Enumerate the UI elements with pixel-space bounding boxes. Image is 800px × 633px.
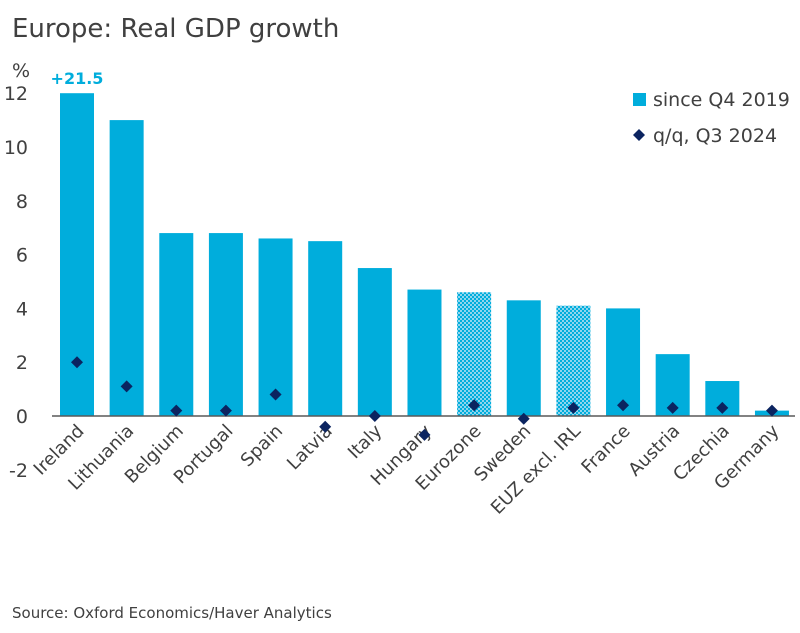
y-axis-label: % xyxy=(12,60,30,82)
x-tick-label: EUZ excl. IRL xyxy=(487,421,585,519)
point-italy xyxy=(368,410,381,422)
x-tick-label: Italy xyxy=(344,420,387,463)
x-tick-label: Spain xyxy=(237,421,287,471)
legend-bar-label: since Q4 2019 xyxy=(653,89,790,111)
point-lithuania xyxy=(120,380,133,393)
point-portugal xyxy=(219,404,232,417)
point-austria xyxy=(666,401,679,414)
point-sweden xyxy=(517,412,530,425)
point-hungary xyxy=(418,428,431,441)
legend-bar-swatch xyxy=(633,93,646,106)
source-note: Source: Oxford Economics/Haver Analytics xyxy=(12,604,332,622)
point-belgium xyxy=(170,404,183,417)
bar-belgium xyxy=(159,233,194,416)
y-tick-label: -2 xyxy=(9,460,28,482)
legend-diamond-swatch xyxy=(633,129,645,141)
point-france xyxy=(617,399,630,412)
y-tick-label: 4 xyxy=(16,298,28,320)
point-czechia xyxy=(716,401,729,414)
bar-italy xyxy=(357,268,392,416)
bar-eurozone xyxy=(457,292,492,416)
bar-spain xyxy=(258,238,293,416)
bar-hungary xyxy=(407,289,442,416)
y-tick-label: 6 xyxy=(16,245,28,267)
legend-point-label: q/q, Q3 2024 xyxy=(653,125,777,147)
bar-annotation: +21.5 xyxy=(51,69,104,88)
bar-euz-excl-irl xyxy=(556,305,591,416)
y-tick-label: 12 xyxy=(4,83,28,105)
chart-title: Europe: Real GDP growth xyxy=(12,14,340,44)
bar-latvia xyxy=(308,241,343,416)
bar-france xyxy=(606,308,641,416)
y-tick-label: 8 xyxy=(16,191,28,213)
point-euz-excl-irl xyxy=(567,401,580,414)
point-latvia xyxy=(319,420,332,433)
bar-sweden xyxy=(506,300,541,416)
y-tick-label: 2 xyxy=(16,352,28,374)
y-tick-label: 0 xyxy=(16,406,28,428)
x-tick-label: France xyxy=(577,421,634,478)
bar-portugal xyxy=(208,233,243,416)
point-germany xyxy=(765,404,778,417)
point-eurozone xyxy=(468,399,481,412)
point-spain xyxy=(269,388,282,401)
bar-lithuania xyxy=(109,120,144,416)
point-ireland xyxy=(71,356,83,369)
y-tick-label: 10 xyxy=(4,137,28,159)
